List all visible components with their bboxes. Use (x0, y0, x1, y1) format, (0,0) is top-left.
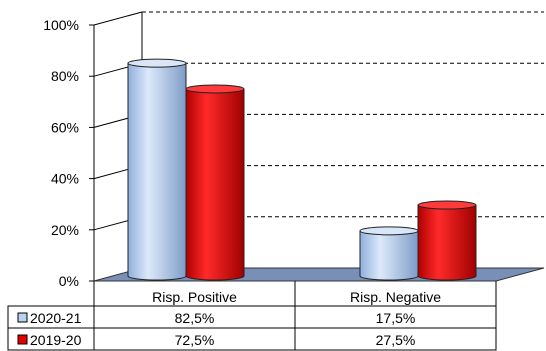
table-series-label: 2020-21 (30, 310, 82, 326)
table-series-label: 2019-20 (30, 332, 82, 348)
side-wall-top-edge (93, 11, 143, 26)
bars (127, 58, 477, 281)
y-tick-label: 20% (51, 222, 79, 238)
y-tick-label: 0% (59, 273, 79, 289)
bar-2020-21-risp-positive (127, 58, 187, 281)
legend-key-2020-21 (17, 312, 28, 323)
table-value-cell: 27,5% (376, 332, 416, 348)
legend-key-2019-20 (17, 334, 28, 345)
table-value-cell: 82,5% (175, 310, 215, 326)
table-category-label: Risp. Negative (350, 289, 441, 305)
y-tick-label: 80% (51, 68, 79, 84)
table-value-cell: 72,5% (175, 332, 215, 348)
y-tick-label: 40% (51, 171, 79, 187)
table-category-label: Risp. Positive (152, 289, 237, 305)
y-tick-label: 100% (43, 17, 79, 33)
bar-2019-20-risp-positive (185, 84, 245, 281)
table-value-cell: 17,5% (376, 310, 416, 326)
bar-2020-21-risp-negative (359, 226, 419, 281)
y-axis-ticks: 0% 20% 40% 60% 80% 100% (43, 17, 94, 289)
y-tick-label: 60% (51, 119, 79, 135)
data-table: Risp. Positive Risp. Negative 2020-21 82,5%… (7, 281, 497, 351)
bar-2019-20-risp-negative (417, 200, 477, 281)
